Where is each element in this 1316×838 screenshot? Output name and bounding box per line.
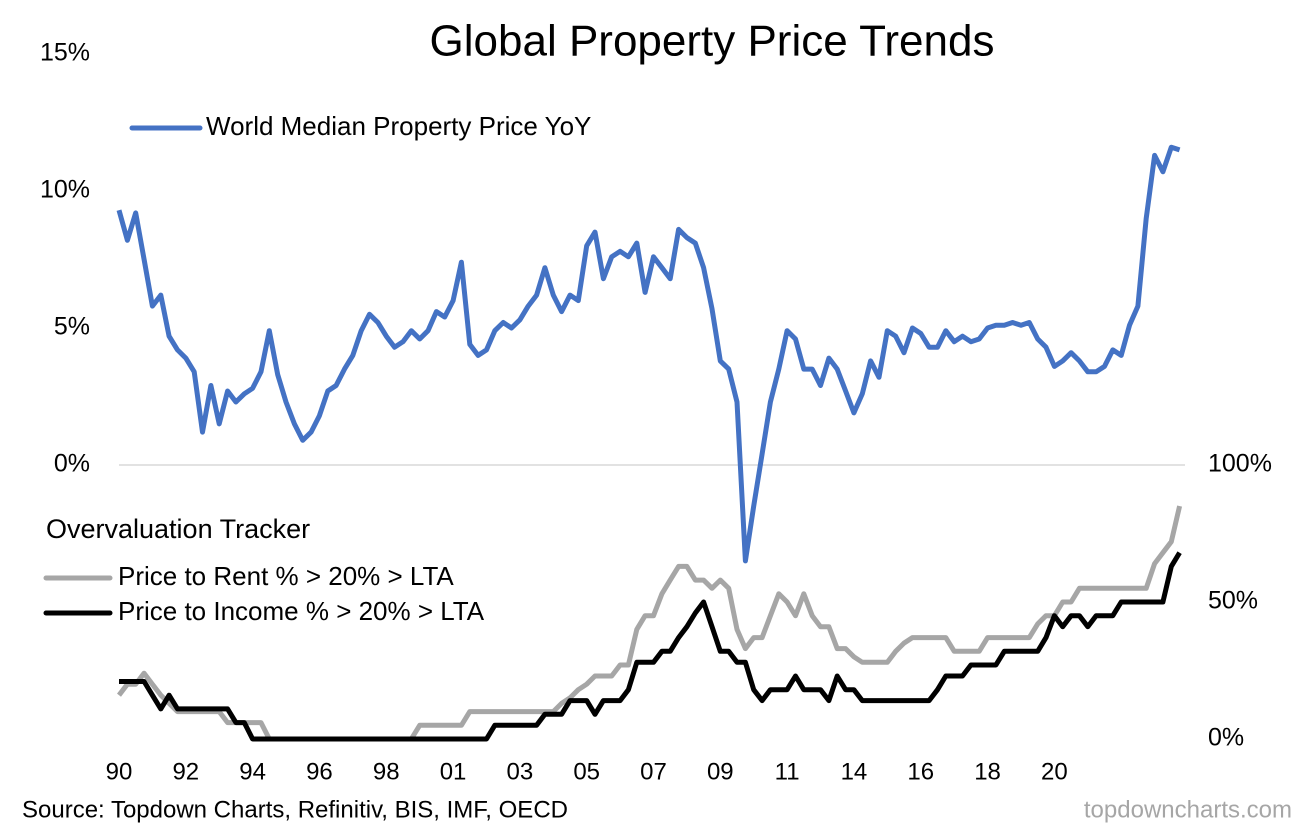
x-tick-label: 96 xyxy=(306,758,333,785)
x-tick-label: 94 xyxy=(239,758,266,785)
y2-tick-label: 100% xyxy=(1208,450,1272,478)
y-tick-label: 15% xyxy=(40,39,90,67)
y-tick-label: 10% xyxy=(40,176,90,204)
x-tick-label: 03 xyxy=(507,758,534,785)
x-tick-label: 18 xyxy=(974,758,1001,785)
legend-label: Price to Income % > 20% > LTA xyxy=(118,596,485,626)
x-tick-label: 98 xyxy=(373,758,400,785)
y2-tick-label: 0% xyxy=(1208,724,1244,752)
x-tick-label: 16 xyxy=(907,758,934,785)
series-line xyxy=(119,551,1182,742)
chart-title: Global Property Price Trends xyxy=(430,17,995,66)
x-tick-label: 20 xyxy=(1041,758,1068,785)
x-tick-label: 90 xyxy=(106,758,133,785)
x-tick-label: 92 xyxy=(172,758,199,785)
watermark: topdowncharts.com xyxy=(1084,796,1292,823)
legend-label: World Median Property Price YoY xyxy=(206,111,591,141)
x-tick-label: 07 xyxy=(640,758,667,785)
source: Source: Topdown Charts, Refinitiv, BIS, … xyxy=(22,796,568,823)
x-tick-label: 14 xyxy=(841,758,868,785)
x-tick-label: 11 xyxy=(775,758,800,785)
x-tick-label: 09 xyxy=(707,758,734,785)
annotation: Overvaluation Tracker xyxy=(46,514,310,544)
y2-tick-label: 50% xyxy=(1208,587,1258,615)
legend-label: Price to Rent % > 20% > LTA xyxy=(118,561,454,591)
y-tick-label: 0% xyxy=(54,450,90,478)
series-line xyxy=(116,144,1181,564)
y-tick-label: 5% xyxy=(54,313,90,341)
x-tick-label: 05 xyxy=(573,758,600,785)
x-tick-label: 01 xyxy=(440,758,467,785)
